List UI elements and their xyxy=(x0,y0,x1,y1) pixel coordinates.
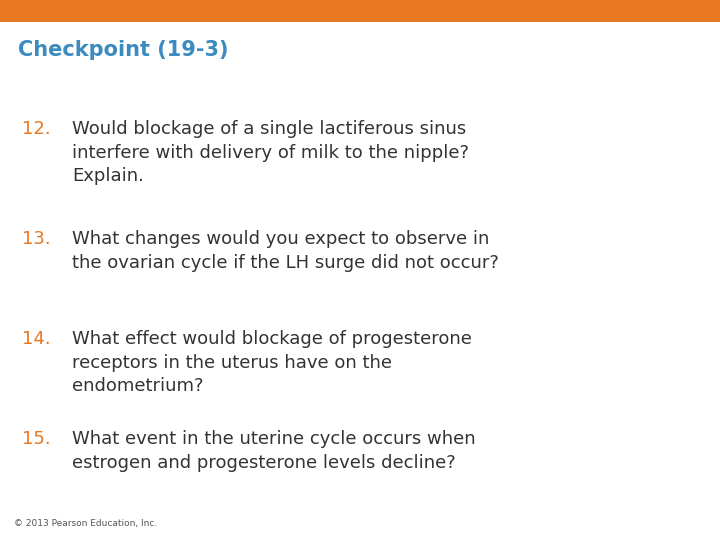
Text: 13.: 13. xyxy=(22,230,50,248)
Bar xyxy=(0,0,720,22)
Text: Checkpoint (19-3): Checkpoint (19-3) xyxy=(18,40,228,60)
Text: Would blockage of a single lactiferous sinus
interfere with delivery of milk to : Would blockage of a single lactiferous s… xyxy=(72,120,469,185)
Text: © 2013 Pearson Education, Inc.: © 2013 Pearson Education, Inc. xyxy=(14,519,157,528)
Text: What event in the uterine cycle occurs when
estrogen and progesterone levels dec: What event in the uterine cycle occurs w… xyxy=(72,430,476,471)
Text: 15.: 15. xyxy=(22,430,50,448)
Text: What effect would blockage of progesterone
receptors in the uterus have on the
e: What effect would blockage of progestero… xyxy=(72,330,472,395)
Text: 14.: 14. xyxy=(22,330,50,348)
Text: 12.: 12. xyxy=(22,120,50,138)
Text: What changes would you expect to observe in
the ovarian cycle if the LH surge di: What changes would you expect to observe… xyxy=(72,230,499,272)
